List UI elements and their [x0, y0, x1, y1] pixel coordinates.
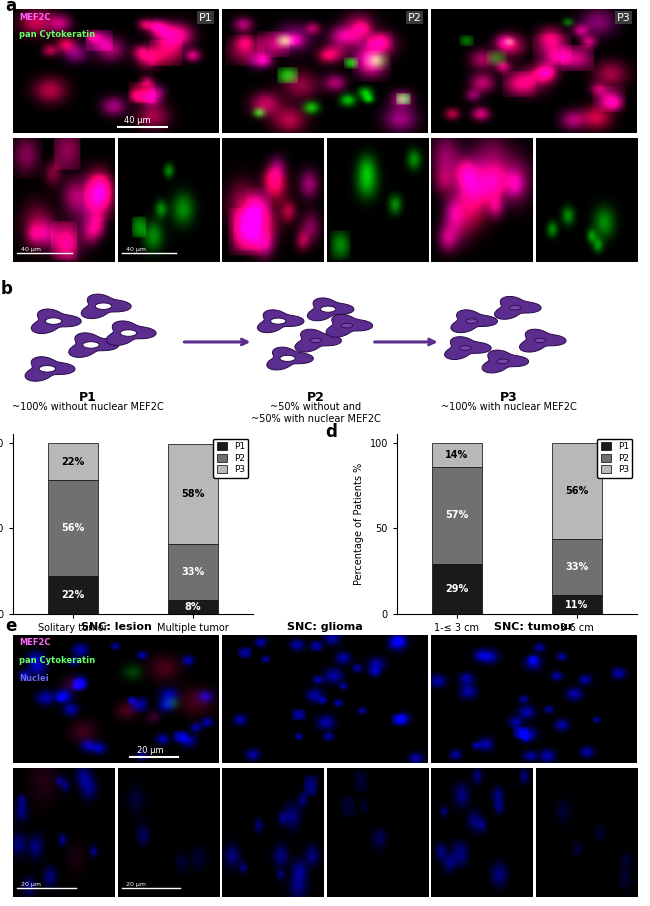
- Text: P1: P1: [79, 391, 97, 404]
- Bar: [552, 595, 602, 614]
- Polygon shape: [519, 329, 566, 352]
- Polygon shape: [295, 329, 341, 352]
- Bar: [168, 445, 218, 544]
- Bar: [168, 544, 218, 601]
- Text: 22%: 22%: [61, 590, 84, 600]
- Text: b: b: [1, 280, 12, 298]
- Title: SNC: lesion: SNC: lesion: [81, 622, 151, 632]
- Bar: [432, 443, 482, 467]
- Text: Nuclei: Nuclei: [20, 674, 49, 683]
- Bar: [48, 576, 98, 614]
- Text: 11%: 11%: [566, 600, 589, 610]
- Ellipse shape: [96, 303, 112, 310]
- Text: 8%: 8%: [185, 602, 202, 612]
- Polygon shape: [451, 310, 497, 333]
- Legend: P1, P2, P3: P1, P2, P3: [213, 439, 248, 477]
- Ellipse shape: [120, 330, 136, 336]
- Text: 40 μm: 40 μm: [124, 117, 151, 125]
- Ellipse shape: [510, 305, 521, 310]
- Text: d: d: [325, 423, 337, 441]
- Text: 40 μm: 40 μm: [21, 246, 41, 252]
- Text: 20 μm: 20 μm: [21, 882, 41, 887]
- Text: ~50% without and
~50% with nuclear MEF2C: ~50% without and ~50% with nuclear MEF2C: [251, 402, 380, 424]
- Bar: [168, 601, 218, 614]
- Bar: [432, 564, 482, 614]
- Text: ~100% without nuclear MEF2C: ~100% without nuclear MEF2C: [12, 402, 164, 412]
- Bar: [552, 443, 602, 538]
- Ellipse shape: [39, 365, 55, 372]
- Text: 33%: 33%: [181, 567, 205, 577]
- Ellipse shape: [466, 319, 477, 323]
- Polygon shape: [106, 321, 156, 345]
- Legend: P1, P2, P3: P1, P2, P3: [597, 439, 632, 477]
- Text: P3: P3: [500, 391, 518, 404]
- Text: 33%: 33%: [566, 562, 589, 572]
- Polygon shape: [25, 357, 75, 381]
- Text: 56%: 56%: [61, 524, 84, 534]
- Bar: [48, 480, 98, 576]
- Text: 14%: 14%: [445, 449, 469, 459]
- Polygon shape: [495, 296, 541, 319]
- Text: 20 μm: 20 μm: [125, 882, 146, 887]
- Text: a: a: [5, 0, 16, 14]
- Text: 58%: 58%: [181, 489, 205, 499]
- Text: pan Cytokeratin: pan Cytokeratin: [20, 30, 96, 39]
- Ellipse shape: [280, 355, 295, 361]
- Ellipse shape: [46, 318, 62, 324]
- Polygon shape: [31, 309, 81, 333]
- Ellipse shape: [83, 342, 99, 348]
- Text: 57%: 57%: [445, 510, 469, 520]
- Ellipse shape: [341, 323, 352, 328]
- Polygon shape: [257, 310, 304, 333]
- Polygon shape: [445, 337, 491, 360]
- Text: P1: P1: [199, 13, 213, 23]
- Text: P2: P2: [307, 391, 324, 404]
- Polygon shape: [69, 333, 119, 357]
- Text: ~100% with nuclear MEF2C: ~100% with nuclear MEF2C: [441, 402, 577, 412]
- Title: SNC: tumour: SNC: tumour: [495, 622, 574, 632]
- Polygon shape: [81, 294, 131, 319]
- Bar: [552, 538, 602, 595]
- Text: 56%: 56%: [566, 486, 589, 496]
- Ellipse shape: [270, 318, 286, 324]
- Ellipse shape: [497, 359, 508, 363]
- Ellipse shape: [460, 345, 471, 351]
- Bar: [432, 467, 482, 564]
- Ellipse shape: [534, 338, 546, 342]
- Text: P2: P2: [408, 13, 422, 23]
- Bar: [48, 443, 98, 480]
- Text: 40 μm: 40 μm: [125, 246, 146, 252]
- Text: 29%: 29%: [445, 584, 469, 594]
- Y-axis label: Percentage of Patients %: Percentage of Patients %: [354, 463, 364, 585]
- Text: MEF2C: MEF2C: [20, 639, 51, 648]
- Text: MEF2C: MEF2C: [20, 13, 51, 22]
- Text: pan Cytokeratin: pan Cytokeratin: [20, 657, 96, 665]
- Text: 20 μm: 20 μm: [136, 747, 163, 756]
- Ellipse shape: [310, 338, 321, 342]
- Text: 22%: 22%: [61, 457, 84, 467]
- Title: SNC: glioma: SNC: glioma: [287, 622, 363, 632]
- Polygon shape: [326, 314, 372, 337]
- Ellipse shape: [320, 306, 336, 313]
- Polygon shape: [266, 347, 313, 370]
- Text: e: e: [5, 617, 16, 634]
- Polygon shape: [482, 350, 528, 373]
- Polygon shape: [307, 298, 354, 321]
- Text: P3: P3: [617, 13, 630, 23]
